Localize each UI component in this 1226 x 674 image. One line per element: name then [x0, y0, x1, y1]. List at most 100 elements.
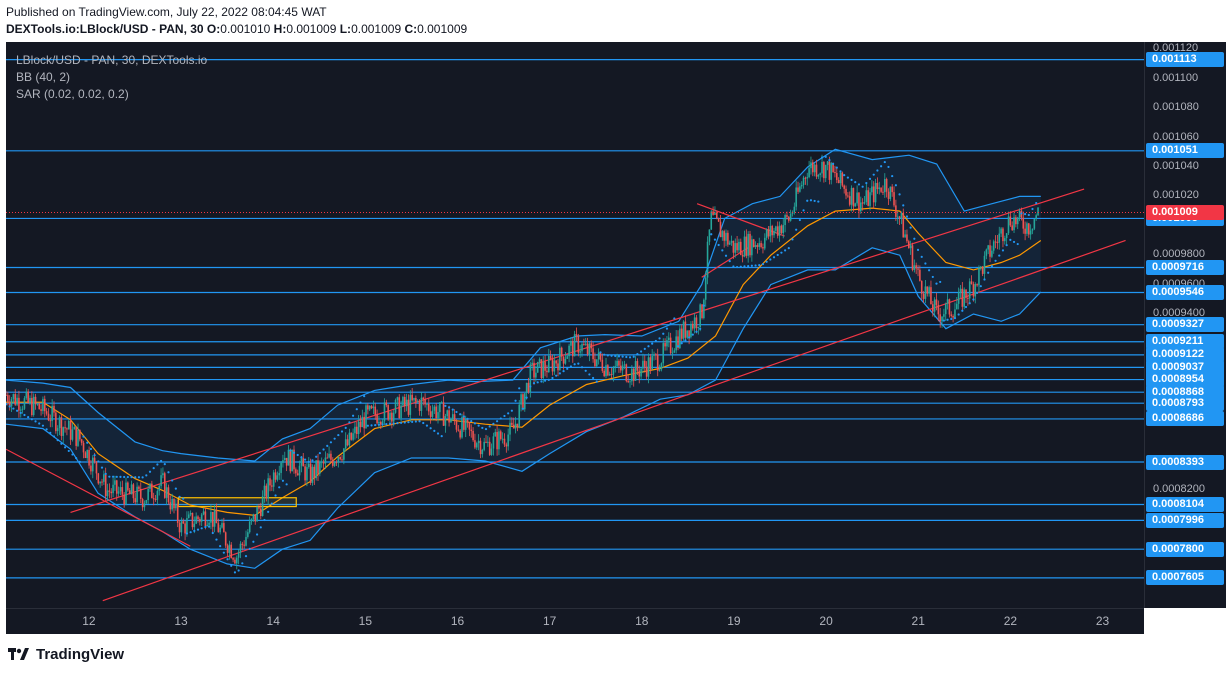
- sar-dot: [939, 280, 942, 284]
- sar-dot: [813, 199, 816, 203]
- candle-body: [736, 243, 738, 251]
- sar-dot: [219, 545, 222, 548]
- candle-body: [882, 191, 884, 193]
- candle-body: [128, 490, 131, 495]
- candle-body: [850, 187, 853, 205]
- sar-dot: [621, 355, 624, 358]
- candle-body: [392, 412, 395, 422]
- symbol-ohlc-line: DEXTools.io:LBlock/USD - PAN, 30 O:0.001…: [6, 22, 467, 36]
- candle-body: [675, 336, 677, 351]
- price-plot[interactable]: [6, 42, 1144, 608]
- sar-dot: [159, 459, 163, 463]
- sar-dot: [145, 474, 148, 477]
- candle-body: [970, 281, 973, 284]
- candle-body: [79, 429, 81, 440]
- candle-body: [320, 461, 323, 463]
- candle-body: [549, 355, 552, 359]
- candle-body: [223, 523, 225, 533]
- sar-dot: [311, 459, 314, 462]
- sar-dot: [735, 265, 739, 269]
- candle-body: [77, 429, 79, 446]
- candle-body: [99, 481, 101, 484]
- sar-dot: [968, 302, 971, 305]
- sar-dot: [226, 558, 229, 561]
- candle-body: [18, 397, 20, 411]
- sar-dot: [518, 387, 521, 390]
- candle-body: [477, 440, 480, 444]
- candle-body: [595, 359, 598, 367]
- candle-body: [112, 484, 114, 494]
- candle-body: [856, 192, 858, 204]
- price-axis[interactable]: 0.001120 0.001100 0.001080 0.001060 0.001040…: [1144, 42, 1226, 608]
- candle-body: [944, 303, 947, 315]
- level-price-badge: 0.0008793: [1146, 395, 1224, 411]
- candle-body: [804, 177, 807, 179]
- sar-dot: [754, 264, 757, 267]
- sar-dot: [499, 417, 502, 420]
- candle-body: [463, 416, 465, 430]
- candle-body: [439, 402, 441, 413]
- candle-body: [992, 241, 995, 251]
- sar-dot: [12, 407, 15, 410]
- candle-body: [14, 394, 17, 405]
- time-tick-label: 17: [542, 614, 557, 628]
- sar-dot: [134, 476, 137, 479]
- candle-body: [379, 421, 382, 425]
- candle-body: [967, 297, 969, 299]
- candle-body: [1037, 207, 1039, 216]
- sar-dot: [706, 266, 709, 270]
- sar-dot: [414, 420, 417, 423]
- candle-body: [771, 225, 773, 236]
- sar-dot: [540, 380, 543, 383]
- sar-dot: [344, 426, 347, 429]
- candle-body: [435, 406, 437, 419]
- time-axis[interactable]: 12 13 14 15 16 17 18 19 20 21 22 23: [6, 608, 1144, 634]
- sar-dot: [809, 199, 813, 202]
- candle-body: [333, 462, 336, 466]
- tradingview-logo[interactable]: TradingView: [8, 646, 124, 663]
- sar-dot: [957, 313, 960, 316]
- candle-body: [511, 422, 513, 425]
- candle-body: [765, 229, 768, 238]
- sar-dot: [385, 423, 388, 426]
- candle-body: [127, 482, 129, 491]
- trend-lines: [6, 188, 1126, 602]
- candle-body: [592, 348, 594, 360]
- candle-body: [837, 180, 840, 184]
- candle-body: [712, 211, 714, 215]
- chart-pane[interactable]: LBlock/USD - PAN, 30, DEXTools.io BB (40…: [6, 42, 1144, 608]
- candle-body: [915, 265, 917, 269]
- candle-body: [725, 232, 727, 241]
- sar-dot: [370, 424, 373, 427]
- time-tick-label: 16: [450, 614, 465, 628]
- sar-dot: [691, 333, 694, 336]
- sar-dot: [636, 353, 639, 356]
- sar-dot: [758, 264, 761, 267]
- candle-body: [717, 218, 720, 222]
- sar-dot: [285, 483, 288, 486]
- sar-dot: [93, 454, 96, 457]
- candle-body: [909, 245, 912, 249]
- candle-body: [708, 229, 711, 242]
- sar-dot: [580, 366, 584, 369]
- sar-dot: [38, 422, 41, 425]
- candle-body: [252, 514, 255, 519]
- level-price-badge: 0.0009546: [1146, 285, 1224, 300]
- sar-dot: [307, 460, 310, 463]
- candle-body: [51, 405, 53, 421]
- candle-body: [45, 411, 48, 414]
- sar-dot: [326, 444, 329, 448]
- sar-dot: [193, 529, 196, 533]
- candle-body: [738, 241, 740, 251]
- candle-body: [723, 231, 725, 241]
- sar-dot: [747, 264, 750, 268]
- candle-body: [902, 213, 905, 238]
- sar-dot: [41, 424, 45, 427]
- sar-dot: [433, 429, 436, 432]
- sar-dot: [185, 532, 189, 535]
- candle-body: [23, 398, 26, 409]
- price-tick-label: 0.0009400: [1153, 306, 1205, 319]
- candle-body: [365, 405, 367, 429]
- candle-body: [710, 211, 713, 230]
- candle-body: [152, 498, 155, 500]
